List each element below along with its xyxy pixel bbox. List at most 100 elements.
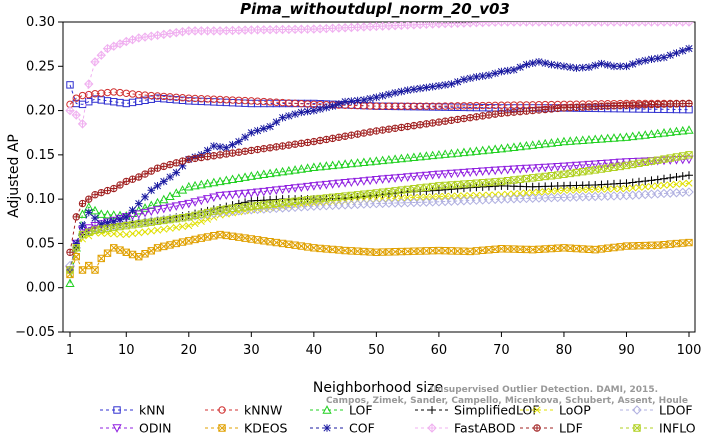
data-point-inflo [316,194,324,203]
data-point-ldf [385,125,393,133]
legend-item-knnw: kNNW [205,403,282,418]
data-point-inflo [610,163,618,171]
data-point-ldf [503,109,512,117]
data-point-lof [171,188,181,197]
data-point-odin [590,160,600,170]
data-point-fastabod [621,22,632,27]
x-tick-label: 10 [118,343,135,358]
data-point-cof [535,58,543,66]
data-point-inflo [560,170,568,179]
data-point-lof [377,155,388,165]
data-point-ldf [110,184,118,193]
data-point-lof [659,128,669,137]
data-point-cof [322,103,331,112]
data-point-odin [471,167,482,177]
data-point-odin [159,204,169,214]
data-point-lof [665,127,675,136]
data-point-loop [604,185,612,193]
data-point-lof [509,142,519,151]
data-point-ldof [615,191,625,201]
data-point-odin [565,162,575,171]
data-point-odin [259,187,269,197]
data-point-kdeos [466,247,474,256]
data-point-odin [421,171,432,181]
data-point-odin [209,193,219,203]
data-point-ldf [460,114,468,123]
data-point-cof [516,63,524,71]
legend-item-loop: LoOP [520,403,591,418]
data-point-loop [435,192,443,201]
data-point-kdeos [453,247,462,255]
data-point-loop [560,186,568,194]
y-tick-label: 0.30 [26,15,55,30]
data-point-odin [534,164,544,173]
data-point-odin [240,189,250,199]
data-point-ldf [397,123,406,132]
data-point-cof [247,128,256,137]
data-point-lof [302,163,313,172]
data-point-simplifiedlof [241,198,250,207]
x-tick-label: 80 [556,343,573,358]
data-point-odin [546,163,557,172]
data-point-loop [585,186,593,194]
data-point-odin [640,157,650,166]
data-point-ldof [377,198,388,209]
data-point-odin [603,159,613,169]
data-point-loop [135,229,143,237]
data-point-lof [127,208,138,218]
data-point-loop [147,227,155,235]
data-point-ldf [66,248,74,256]
data-point-inflo [247,202,256,210]
legend-marker-inflo [633,424,641,432]
plot-frame [62,21,696,333]
data-point-lof [252,170,263,179]
data-point-cof [260,124,268,133]
data-point-inflo [547,172,556,180]
data-point-ldof [384,198,394,208]
data-point-odin [315,181,325,191]
data-point-loop [441,192,449,200]
data-point-simplifiedlof [659,174,668,183]
data-point-ldof [603,191,613,201]
data-point-loop [122,231,130,239]
data-point-cof [485,71,493,79]
data-point-ldf [535,106,543,114]
data-point-simplifiedlof [685,171,693,180]
data-point-loop [116,230,124,238]
data-point-ldf [160,162,168,170]
data-point-ldf [128,175,137,183]
data-point-ldf [216,151,224,159]
data-point-cof [316,105,324,113]
data-point-odin [402,173,413,182]
data-point-kdeos [203,233,212,241]
data-point-odin [428,171,438,180]
data-point-loop [510,190,518,198]
data-point-simplifiedlof [447,185,456,194]
data-point-simplifiedlof [672,173,681,181]
data-point-simplifiedlof [434,186,443,195]
legend-marker-simplifiedlof [428,406,436,414]
data-point-lof [490,144,500,153]
data-point-ldf [566,104,574,112]
data-point-cof [472,73,481,81]
data-point-lof [528,140,538,149]
data-point-fastabod [615,22,625,27]
data-point-kdeos [178,238,187,246]
data-point-loop [672,180,681,188]
data-point-cof [560,62,568,71]
legend-label-ldof: LDOF [659,403,693,418]
data-point-odin [540,163,550,173]
legend: kNN kNNW LOF SimplifiedLOF LoOP LDOF ODIN KDEOS… [100,403,696,434]
data-point-odin [277,185,288,195]
data-point-ldf [472,113,481,121]
data-point-inflo [660,155,668,163]
data-point-odin [390,174,400,183]
data-point-cof [84,208,93,217]
data-point-cof [91,214,99,222]
data-point-lof [365,156,375,166]
data-point-kdeos [141,250,149,258]
data-point-ldf [247,146,256,155]
data-point-ldf [210,152,218,160]
data-point-loop [128,230,137,238]
data-point-lof [65,278,75,287]
